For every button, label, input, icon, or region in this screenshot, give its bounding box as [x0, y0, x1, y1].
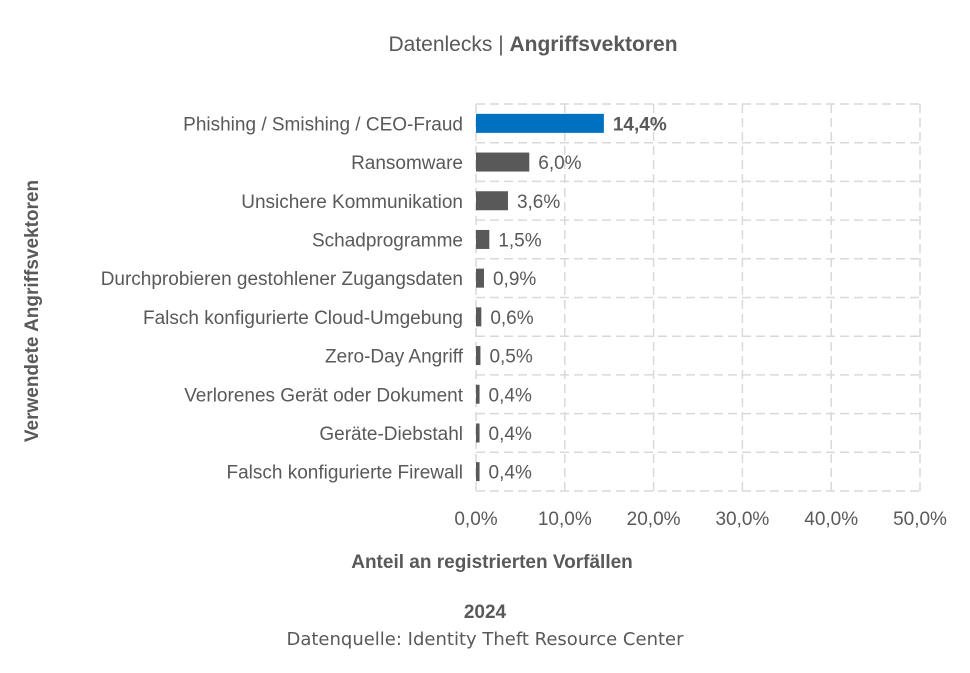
- chart-title-main: Angriffsvektoren: [509, 33, 677, 56]
- chart-title-prefix: Datenlecks: [388, 33, 492, 56]
- bar: [476, 423, 480, 443]
- x-tick-label: 40,0%: [804, 509, 858, 530]
- bar: [476, 152, 530, 172]
- category-label: Ransomware: [351, 153, 463, 174]
- bar: [476, 268, 484, 288]
- category-label: Unsichere Kommunikation: [241, 192, 463, 213]
- category-label: Zero-Day Angriff: [325, 347, 464, 368]
- bar: [476, 384, 480, 404]
- category-label: Falsch konfigurierte Firewall: [226, 463, 463, 484]
- value-label: 1,5%: [498, 230, 541, 251]
- year-label: 2024: [464, 602, 507, 623]
- category-label: Durchprobieren gestohlener Zugangsdaten: [101, 269, 463, 290]
- chart-title: Datenlecks | Angriffsvektoren: [388, 33, 677, 56]
- value-label: 0,4%: [489, 424, 532, 445]
- value-label: 0,4%: [489, 463, 532, 484]
- bar: [476, 462, 480, 482]
- bar: [476, 346, 481, 366]
- bar: [476, 191, 508, 211]
- value-label: 0,5%: [489, 347, 532, 368]
- chart-title-separator: |: [492, 33, 509, 56]
- value-label: 0,6%: [490, 308, 533, 329]
- x-tick-label: 20,0%: [627, 509, 681, 530]
- value-label: 3,6%: [517, 192, 560, 213]
- bars: [476, 113, 604, 482]
- data-source-label: Datenquelle: Identity Theft Resource Cen…: [286, 629, 684, 650]
- grid-lines: [475, 103, 921, 492]
- y-axis-title: Verwendete Angriffsvektoren: [22, 180, 43, 442]
- category-label: Verlorenes Gerät oder Dokument: [184, 385, 464, 406]
- bar: [476, 307, 482, 327]
- category-label: Falsch konfigurierte Cloud-Umgebung: [143, 308, 463, 329]
- category-label: Geräte-Diebstahl: [319, 424, 463, 445]
- x-tick-labels: 0,0% 10,0% 20,0% 30,0% 40,0% 50,0%: [454, 509, 947, 530]
- x-tick-label: 10,0%: [538, 509, 592, 530]
- bar: [476, 113, 604, 133]
- category-label: Phishing / Smishing / CEO-Fraud: [183, 114, 463, 135]
- value-label: 0,4%: [489, 385, 532, 406]
- x-tick-label: 50,0%: [893, 509, 947, 530]
- category-labels: Phishing / Smishing / CEO-Fraud Ransomwar…: [101, 114, 464, 483]
- category-label: Schadprogramme: [312, 230, 463, 251]
- x-tick-label: 0,0%: [454, 509, 497, 530]
- value-labels: 14,4% 6,0% 3,6% 1,5% 0,9% 0,6% 0,5% 0,4% 0,4% 0,4…: [489, 114, 667, 483]
- value-label: 14,4%: [613, 114, 667, 135]
- bar: [476, 229, 490, 249]
- value-label: 6,0%: [538, 153, 581, 174]
- x-tick-label: 30,0%: [715, 509, 769, 530]
- value-label: 0,9%: [493, 269, 536, 290]
- x-axis-title: Anteil an registrierten Vorfällen: [351, 552, 633, 573]
